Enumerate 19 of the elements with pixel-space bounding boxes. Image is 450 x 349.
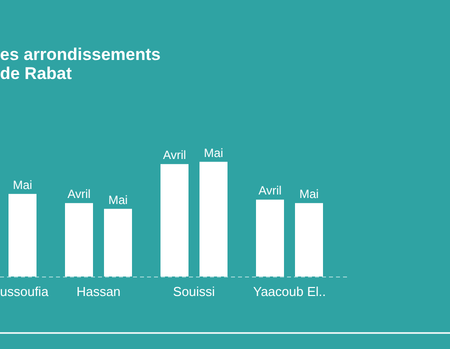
x-tick-label: Hassan <box>76 284 121 299</box>
text: Mai <box>299 187 319 202</box>
series-label: Mai <box>12 178 32 192</box>
x-tick-label: Yaacoub El.. <box>253 284 326 299</box>
bar <box>8 194 36 276</box>
bar <box>256 200 284 276</box>
x-tick-label: Souissi <box>173 284 216 299</box>
bar <box>65 203 93 276</box>
text: Mai <box>108 192 128 207</box>
bar <box>104 208 132 276</box>
bar <box>200 162 228 276</box>
bar <box>160 164 188 276</box>
series-label: Avril <box>67 187 91 202</box>
bar <box>295 203 323 276</box>
x-tick-label: ussoufia <box>0 284 50 299</box>
text: Avril <box>162 148 186 162</box>
text: Avril <box>258 184 282 198</box>
chart-title: es arrondissements de Rabat <box>0 45 161 83</box>
text: Mai <box>204 146 224 160</box>
